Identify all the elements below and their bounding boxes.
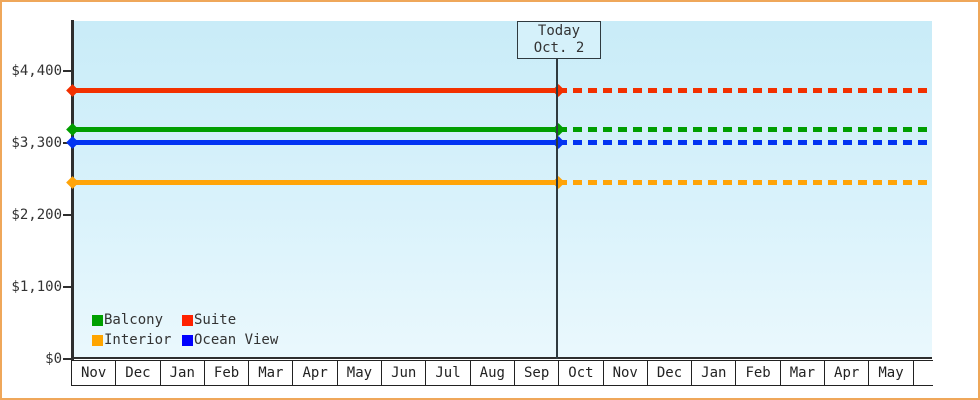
y-tick-mark xyxy=(63,69,71,72)
legend-item-balcony: Balcony xyxy=(92,310,182,330)
y-tick-mark xyxy=(63,285,71,288)
month-cell-partial xyxy=(912,361,933,385)
legend: Balcony Suite Interior Ocean View xyxy=(92,310,278,350)
month-cell: Oct xyxy=(558,361,602,385)
month-cell: Apr xyxy=(292,361,336,385)
month-cell: Sep xyxy=(513,361,558,385)
series-line-dashed-balcony xyxy=(558,127,932,133)
legend-swatch-icon xyxy=(92,334,103,346)
series-line-dashed-suite xyxy=(558,87,932,93)
legend-swatch-icon xyxy=(182,334,193,346)
month-cell: Jun xyxy=(381,361,425,385)
month-cell: Feb xyxy=(735,361,779,385)
legend-item-ocean-view: Ocean View xyxy=(182,330,278,350)
month-cell: Mar xyxy=(779,361,824,385)
month-cell: Feb xyxy=(203,361,248,385)
legend-item-interior: Interior xyxy=(92,330,182,350)
x-axis-month-row: Nov Dec Jan Feb Mar Apr May Jun Jul Aug Sep Oct Nov D… xyxy=(71,360,933,386)
series-line-dashed-interior xyxy=(558,179,932,185)
month-cell: Aug xyxy=(469,361,514,385)
y-tick-label: $0 xyxy=(45,351,62,367)
y-tick-label: $3,300 xyxy=(11,134,62,151)
legend-label: Interior xyxy=(104,332,172,348)
y-tick-label: $2,200 xyxy=(11,206,62,223)
month-cell: May xyxy=(868,361,912,385)
month-cell: Dec xyxy=(115,361,159,385)
series-line-solid-interior xyxy=(72,179,559,185)
month-cell: May xyxy=(336,361,381,385)
series-line-solid-suite xyxy=(72,87,559,93)
month-cell: Nov xyxy=(602,361,647,385)
legend-swatch-icon xyxy=(92,314,103,326)
today-date: Oct. 2 xyxy=(533,40,585,56)
legend-item-suite: Suite xyxy=(182,310,278,330)
y-tick-mark xyxy=(63,213,71,216)
today-vertical-line xyxy=(556,57,558,359)
y-tick-mark xyxy=(63,358,71,360)
month-cell: Jul xyxy=(425,361,469,385)
series-line-dashed-ocean-view xyxy=(558,140,932,146)
legend-label: Ocean View xyxy=(194,332,279,348)
month-cell: Mar xyxy=(248,361,292,385)
series-line-solid-balcony xyxy=(72,127,559,133)
y-axis-line xyxy=(71,20,74,360)
plot-area xyxy=(74,21,932,359)
legend-label: Suite xyxy=(194,312,237,328)
legend-label: Balcony xyxy=(104,312,164,328)
month-cell: Nov xyxy=(71,361,115,385)
month-cell: Apr xyxy=(824,361,868,385)
series-line-solid-ocean-view xyxy=(72,140,559,146)
month-cell: Jan xyxy=(159,361,204,385)
y-tick-label: $4,400 xyxy=(11,62,62,79)
y-tick-label: $1,100 xyxy=(11,278,62,295)
today-annotation-box: Today Oct. 2 xyxy=(517,21,601,59)
today-label: Today xyxy=(537,23,581,39)
month-cell: Jan xyxy=(691,361,735,385)
legend-swatch-icon xyxy=(182,314,193,326)
month-cell: Dec xyxy=(646,361,691,385)
